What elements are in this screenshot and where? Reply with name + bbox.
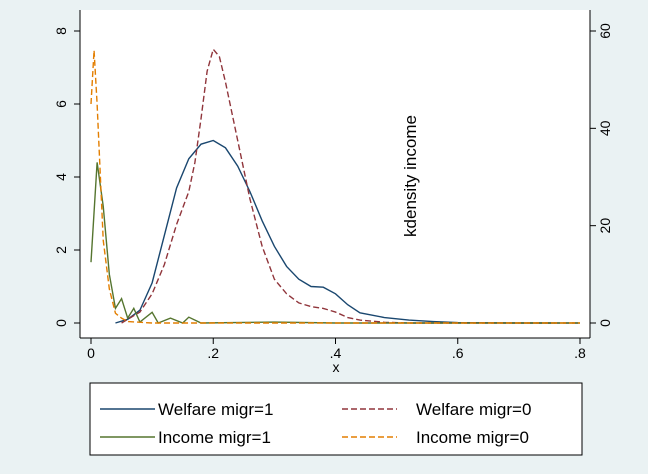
x-tick-label: .8 (574, 345, 586, 361)
x-axis-title: x (333, 359, 340, 375)
y-tick-label: 8 (53, 27, 69, 35)
series-line (90, 162, 580, 324)
legend-label: Welfare migr=0 (416, 400, 531, 419)
legend-label: Welfare migr=1 (158, 400, 273, 419)
y-tick-label: 6 (53, 100, 69, 108)
x-tick-label: .6 (452, 345, 464, 361)
legend-label: Income migr=1 (158, 428, 271, 447)
x-tick-label: .2 (207, 345, 219, 361)
plot-area (80, 10, 590, 338)
y-tick-label: 0 (53, 319, 69, 327)
y2-tick-label: 40 (597, 120, 613, 136)
legend-label: Income migr=0 (416, 428, 529, 447)
y2-tick-label: 20 (597, 218, 613, 234)
series-line (90, 50, 580, 324)
series-line (115, 139, 556, 324)
x-tick-label: 0 (87, 345, 95, 361)
y-tick-label: 4 (53, 173, 69, 181)
series-line (121, 47, 580, 324)
x-tick-label: .4 (330, 345, 342, 361)
y2-tick-label: 60 (597, 23, 613, 39)
legend (89, 382, 583, 456)
y2-axis-title: kdensity income (401, 115, 420, 237)
y2-tick-label: 0 (597, 319, 613, 327)
y-tick-label: 2 (53, 246, 69, 254)
